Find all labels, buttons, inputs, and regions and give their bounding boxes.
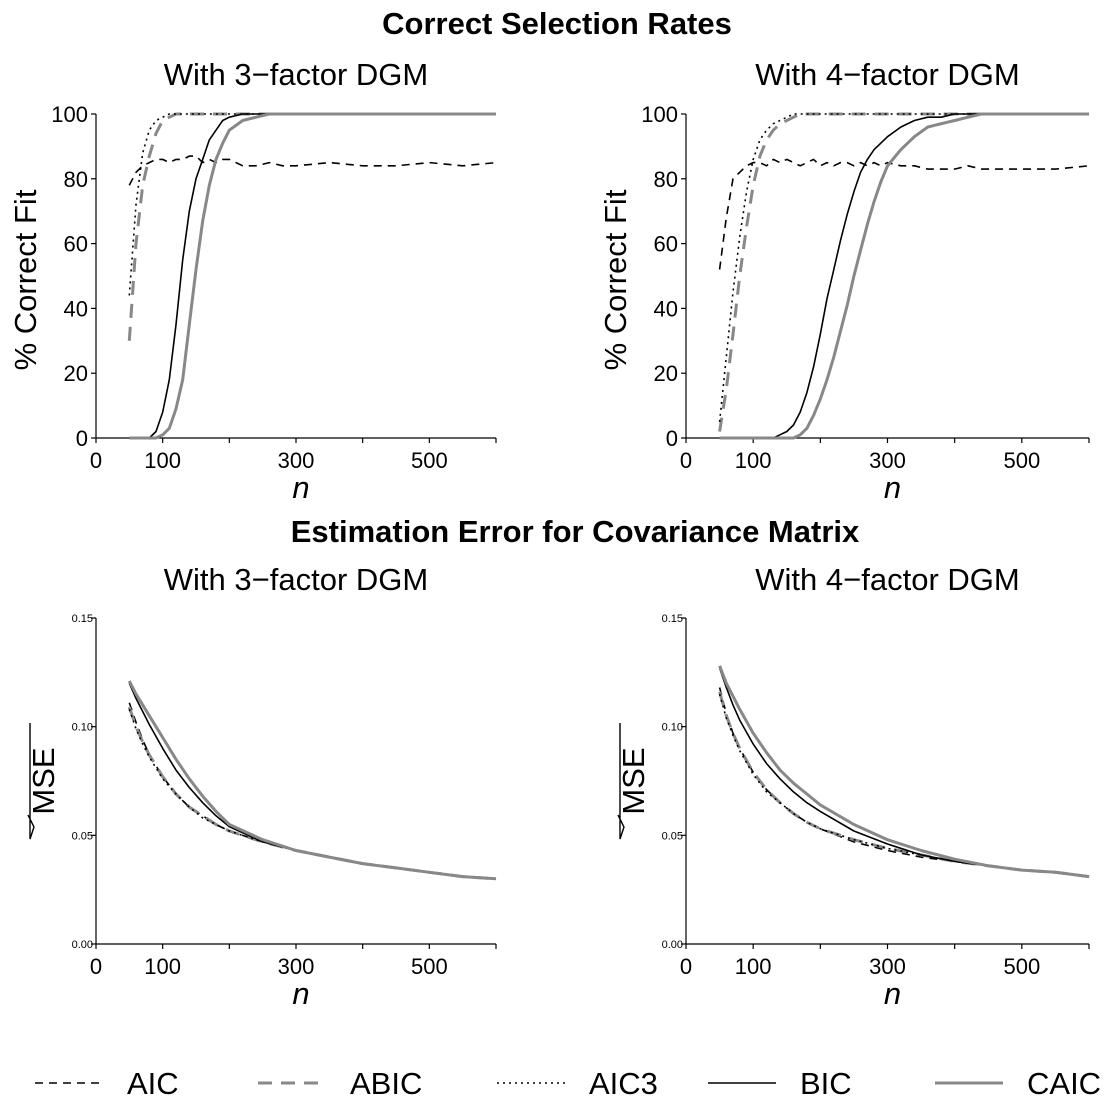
- x-tick-label: 300: [278, 448, 315, 473]
- x-tick-label: 100: [735, 954, 772, 979]
- y-axis-label: % Correct Fit: [598, 189, 633, 370]
- legend-item-caic: CAIC: [935, 1066, 1101, 1101]
- panel-title: With 4−factor DGM: [755, 562, 1019, 597]
- series-line-abic: [718, 112, 1089, 432]
- x-axis-label: n: [884, 976, 901, 1011]
- y-tick-label: 20: [654, 361, 678, 386]
- legend-label: AIC3: [589, 1066, 658, 1101]
- x-tick-label: 500: [1003, 448, 1040, 473]
- section-title-estimation-error: Estimation Error for Covariance Matrix: [291, 514, 860, 549]
- y-tick-label: 0.15: [72, 613, 93, 625]
- x-tick-label: 500: [411, 448, 448, 473]
- y-tick-label: 100: [51, 102, 88, 127]
- series-line-aic3: [128, 709, 497, 880]
- x-tick-label: 0: [90, 448, 102, 473]
- x-axis-label: n: [292, 976, 309, 1011]
- x-tick-label: 100: [144, 954, 181, 979]
- x-tick-label: 100: [735, 448, 772, 473]
- x-axis-label: n: [292, 470, 309, 505]
- x-tick-label: 300: [869, 954, 906, 979]
- x-tick-label: 0: [90, 954, 102, 979]
- y-axis-label: % Correct Fit: [8, 189, 43, 370]
- chart-panels: With 3−factor DGM 0 20 40 60 80 100 0 100 300 500 n…: [8, 57, 1090, 1011]
- x-tick-label: 500: [1003, 954, 1040, 979]
- series-line-aic: [128, 702, 497, 880]
- y-tick-label: 60: [64, 232, 88, 257]
- legend-label: CAIC: [1027, 1066, 1101, 1101]
- series-line-bic: [129, 113, 496, 439]
- chart-panel-3: With 3−factor DGM 0.00 0.05 0.10 0.15 0 100 300…: [26, 562, 497, 1011]
- x-axis-label: n: [884, 470, 901, 505]
- y-tick-label: 40: [64, 296, 88, 321]
- y-tick-label: 40: [654, 296, 678, 321]
- legend: AIC ABIC AIC3 BIC CAIC: [35, 1066, 1101, 1101]
- y-tick-label: 80: [654, 167, 678, 192]
- series-line-bic: [719, 113, 1089, 439]
- series-line-bic: [128, 682, 497, 880]
- panel-title: With 3−factor DGM: [164, 57, 428, 92]
- legend-item-bic: BIC: [708, 1066, 852, 1101]
- y-tick-label: 0.15: [662, 613, 683, 625]
- series-line-abic: [127, 706, 497, 881]
- x-tick-label: 300: [278, 954, 315, 979]
- legend-label: BIC: [800, 1066, 852, 1101]
- y-tick-label: 0.10: [72, 722, 93, 734]
- section-title-selection-rates: Correct Selection Rates: [382, 6, 732, 41]
- y-tick-label: 60: [654, 232, 678, 257]
- series-line-caic: [127, 680, 497, 881]
- legend-item-aic: AIC: [35, 1066, 179, 1101]
- series-line-aic: [718, 687, 1090, 878]
- chart-panel-4: With 4−factor DGM 0.00 0.05 0.10 0.15 0 100 300…: [616, 562, 1090, 1011]
- sqrt-radical-icon: [27, 723, 35, 840]
- x-tick-label: 500: [411, 954, 448, 979]
- y-tick-label: 20: [64, 361, 88, 386]
- legend-label: AIC: [127, 1066, 179, 1101]
- chart-panel-1: With 3−factor DGM 0 20 40 60 80 100 0 100 300 500 n…: [8, 57, 497, 505]
- panel-title: With 4−factor DGM: [755, 57, 1019, 92]
- y-axis-label: MSE: [26, 747, 61, 814]
- legend-item-abic: ABIC: [258, 1066, 422, 1101]
- x-tick-label: 100: [144, 448, 181, 473]
- series-line-caic: [718, 665, 1090, 879]
- series-line-caic: [129, 112, 496, 440]
- sqrt-radical-icon: [617, 723, 625, 840]
- y-tick-label: 0.00: [662, 939, 683, 951]
- y-tick-label: 0.05: [662, 830, 683, 842]
- panel-title: With 3−factor DGM: [164, 562, 428, 597]
- series-line-aic: [128, 155, 497, 186]
- y-tick-label: 100: [641, 102, 678, 127]
- y-tick-label: 0.05: [72, 830, 93, 842]
- y-tick-label: 0.00: [72, 939, 93, 951]
- series-line-aic3: [128, 113, 496, 296]
- chart-panel-2: With 4−factor DGM 0 20 40 60 80 100 0 100 300 500 n…: [598, 57, 1090, 505]
- x-tick-label: 0: [680, 954, 692, 979]
- x-tick-label: 300: [869, 448, 906, 473]
- y-tick-label: 0: [76, 426, 88, 451]
- y-tick-label: 0.10: [662, 722, 683, 734]
- y-tick-label: 80: [64, 167, 88, 192]
- y-axis-label: MSE: [616, 747, 651, 814]
- legend-label: ABIC: [350, 1066, 422, 1101]
- y-tick-label: 0: [666, 426, 678, 451]
- legend-item-aic3: AIC3: [497, 1066, 658, 1101]
- x-tick-label: 0: [680, 448, 692, 473]
- series-line-aic: [718, 158, 1090, 270]
- series-line-caic: [719, 112, 1089, 440]
- series-line-abic: [127, 112, 496, 341]
